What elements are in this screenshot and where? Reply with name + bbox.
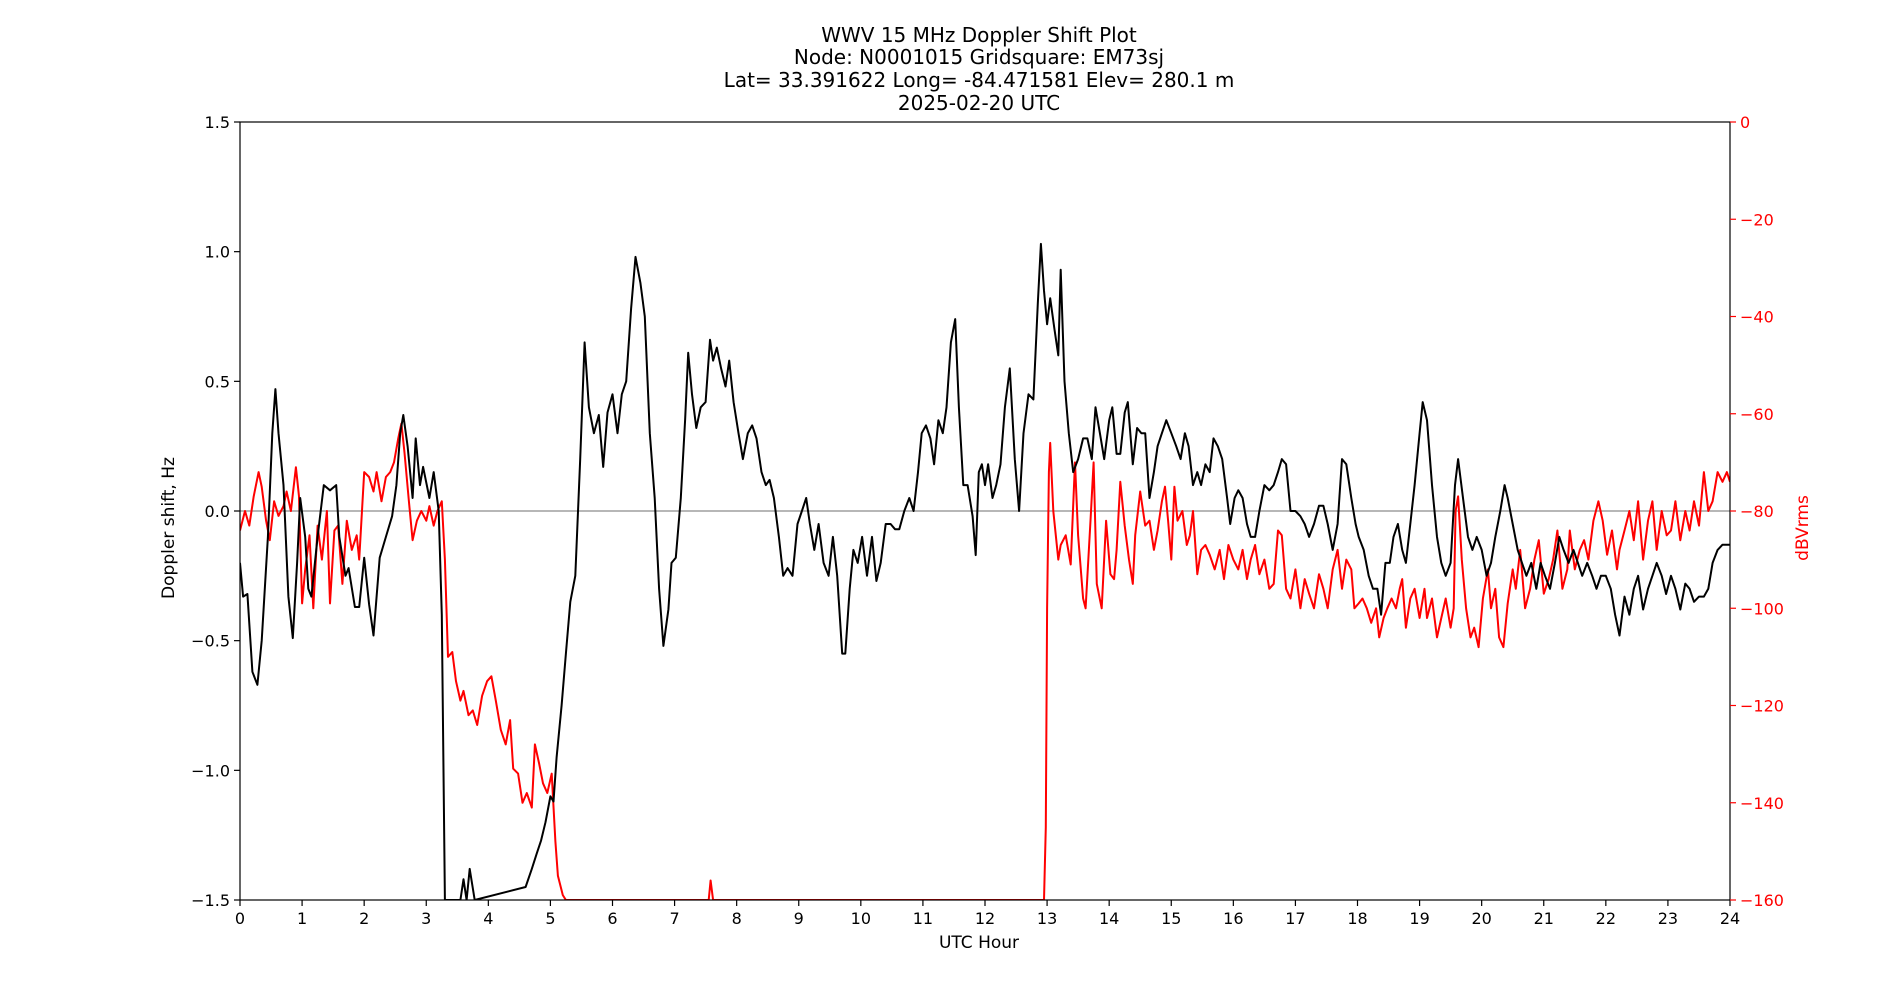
y-tick-label-left: 0.5 xyxy=(205,372,230,391)
y-tick-label-left: −1.5 xyxy=(191,891,230,910)
x-tick-label: 16 xyxy=(1223,909,1243,928)
y-axis-label-right: dBVrms xyxy=(1793,495,1813,561)
y-tick-label-right: −40 xyxy=(1740,308,1774,327)
y-tick-label-right: −60 xyxy=(1740,405,1774,424)
x-tick-label: 14 xyxy=(1099,909,1119,928)
plot-area xyxy=(240,242,1730,900)
x-tick-label: 12 xyxy=(975,909,995,928)
x-tick-label: 3 xyxy=(421,909,431,928)
x-tick-label: 8 xyxy=(732,909,742,928)
series-group xyxy=(240,242,1730,900)
x-tick-label: 15 xyxy=(1161,909,1181,928)
y-tick-label-right: −80 xyxy=(1740,502,1774,521)
x-tick-label: 17 xyxy=(1285,909,1305,928)
y-tick-label-left: −0.5 xyxy=(191,632,230,651)
y-tick-label-right: 0 xyxy=(1740,113,1750,132)
title-line-1: WWV 15 MHz Doppler Shift Plot xyxy=(821,23,1137,47)
x-tick-label: 11 xyxy=(913,909,933,928)
x-tick-label: 2 xyxy=(359,909,369,928)
doppler-series-line xyxy=(240,242,1730,900)
title-line-3: Lat= 33.391622 Long= -84.471581 Elev= 28… xyxy=(724,68,1235,92)
x-tick-label: 18 xyxy=(1347,909,1367,928)
y-axis-label-left: Doppler shift, Hz xyxy=(159,457,179,599)
chart-title: WWV 15 MHz Doppler Shift Plot Node: N000… xyxy=(724,23,1235,115)
y-tick-label-right: −100 xyxy=(1740,599,1784,618)
x-tick-label: 24 xyxy=(1720,909,1740,928)
y-tick-label-left: 1.0 xyxy=(205,243,230,262)
y-tick-label-left: 0.0 xyxy=(205,502,230,521)
y-tick-label-left: −1.0 xyxy=(191,761,230,780)
x-tick-label: 20 xyxy=(1471,909,1491,928)
x-tick-label: 21 xyxy=(1534,909,1554,928)
power-series-line xyxy=(240,422,1730,900)
x-tick-label: 7 xyxy=(669,909,679,928)
y-tick-label-right: −120 xyxy=(1740,697,1784,716)
axes: 0 1 2 3 4 5 6 7 8 9 10 11 12 13 14 15 16 17 18 19 20 21 22 23 24… xyxy=(191,113,1784,928)
x-tick-label: 19 xyxy=(1409,909,1429,928)
x-tick-label: 1 xyxy=(297,909,307,928)
x-tick-label: 9 xyxy=(794,909,804,928)
x-tick-label: 4 xyxy=(483,909,493,928)
x-tick-label: 5 xyxy=(545,909,555,928)
y-tick-label-left: 1.5 xyxy=(205,113,230,132)
title-line-4: 2025-02-20 UTC xyxy=(898,91,1060,115)
y-tick-label-right: −160 xyxy=(1740,891,1784,910)
title-line-2: Node: N0001015 Gridsquare: EM73sj xyxy=(794,45,1164,69)
x-tick-label: 6 xyxy=(607,909,617,928)
y-tick-label-right: −140 xyxy=(1740,794,1784,813)
x-tick-label: 10 xyxy=(851,909,871,928)
x-tick-label: 22 xyxy=(1596,909,1616,928)
x-tick-label: 0 xyxy=(235,909,245,928)
x-axis-label: UTC Hour xyxy=(939,933,1019,953)
x-tick-label: 13 xyxy=(1037,909,1057,928)
y-tick-label-right: −20 xyxy=(1740,210,1774,229)
x-tick-label: 23 xyxy=(1658,909,1678,928)
